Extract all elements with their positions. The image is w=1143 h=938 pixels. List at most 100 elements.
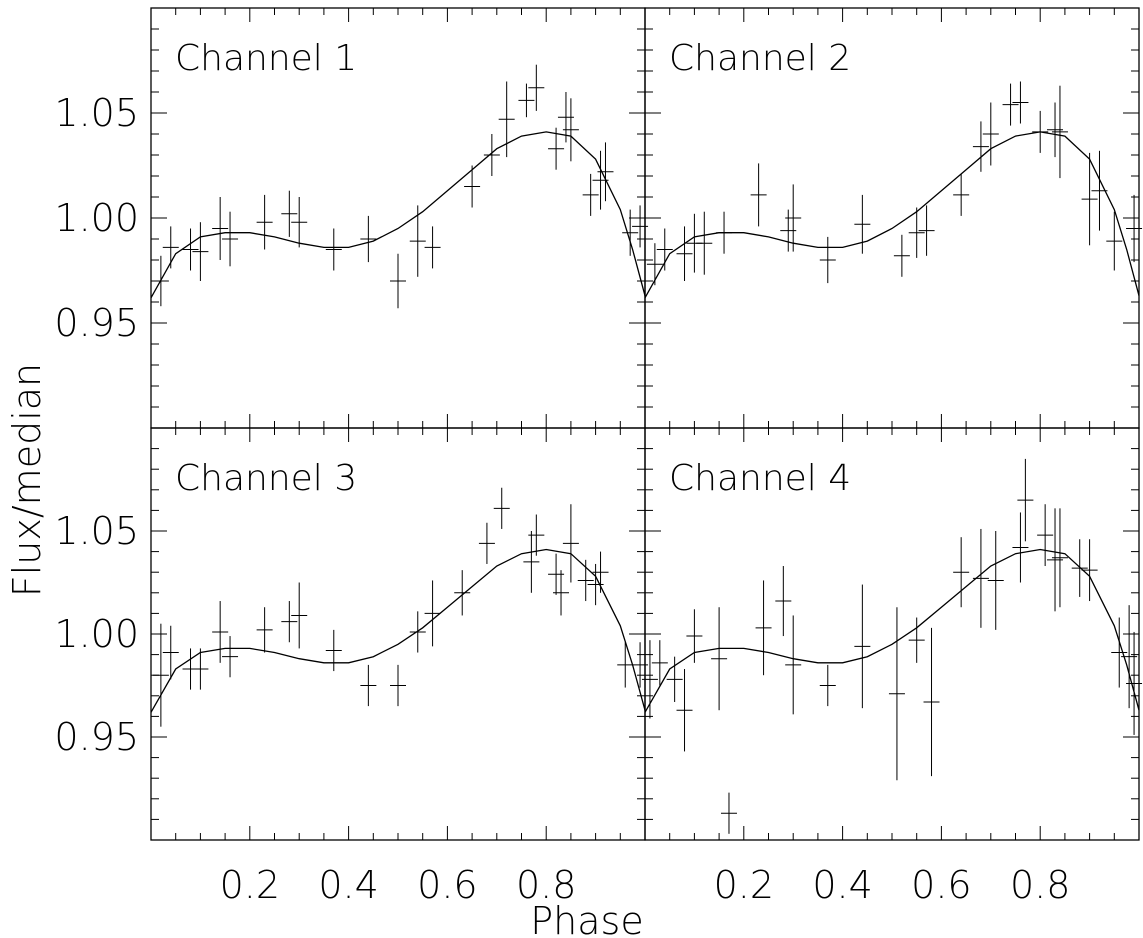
data-point <box>785 184 802 252</box>
data-point <box>409 205 426 277</box>
data-point <box>646 243 663 286</box>
data-point <box>162 625 179 680</box>
y-tick-label: 1.05 <box>54 91 139 135</box>
data-point <box>518 83 535 118</box>
data-point <box>528 514 545 556</box>
data-point <box>1047 102 1064 158</box>
data-point <box>325 228 342 271</box>
data-point <box>582 173 599 216</box>
data-point <box>424 580 441 647</box>
data-point <box>152 255 169 307</box>
data-point <box>888 607 905 781</box>
data-point <box>222 636 239 678</box>
data-point <box>256 194 273 250</box>
data-point <box>1126 631 1143 735</box>
data-point <box>651 640 668 686</box>
data-point <box>281 190 298 237</box>
data-point <box>1126 194 1143 263</box>
data-points <box>152 64 1143 834</box>
data-point <box>192 648 209 690</box>
data-point <box>632 642 649 688</box>
data-point <box>641 640 658 719</box>
x-axis-label: Phase <box>530 899 643 938</box>
data-point <box>819 664 836 707</box>
data-point <box>1037 504 1054 567</box>
data-point <box>686 609 703 663</box>
x-tick-label: 0.8 <box>1010 863 1070 907</box>
y-tick-label: 1.00 <box>54 612 139 656</box>
data-point <box>553 570 570 616</box>
x-tick-label: 0.2 <box>714 863 774 907</box>
panel-title: Channel 1 <box>175 38 357 79</box>
data-point <box>483 134 500 176</box>
data-point <box>819 236 836 284</box>
data-point <box>222 211 239 267</box>
y-tick-label: 1.05 <box>54 509 139 553</box>
data-point <box>982 102 999 166</box>
panel-title: Channel 2 <box>669 38 851 79</box>
data-point <box>1017 458 1034 542</box>
data-point <box>548 127 565 170</box>
y-tick-label: 0.95 <box>54 301 139 345</box>
data-point <box>750 163 767 227</box>
data-point <box>1012 81 1029 124</box>
data-point <box>696 211 713 275</box>
data-point <box>923 627 940 777</box>
data-point <box>1051 508 1068 608</box>
data-point <box>162 226 179 269</box>
y-tick-label: 0.95 <box>54 715 139 759</box>
data-point <box>1106 211 1123 271</box>
panel-title: Channel 3 <box>175 458 357 499</box>
data-point <box>325 629 342 672</box>
x-tick-label: 0.2 <box>220 863 280 907</box>
data-point <box>291 197 308 248</box>
data-point <box>390 664 406 707</box>
data-point <box>617 642 634 688</box>
data-point <box>592 150 609 210</box>
data-point <box>1081 152 1098 246</box>
x-tick-label: 0.8 <box>516 863 576 907</box>
data-point <box>409 611 426 653</box>
data-point <box>666 656 683 702</box>
data-point <box>478 522 495 564</box>
data-point <box>854 584 871 709</box>
data-point <box>1091 150 1108 231</box>
data-point <box>291 582 308 649</box>
model-curve <box>150 131 646 299</box>
data-point <box>597 142 614 202</box>
data-point <box>562 98 579 162</box>
x-tick-label: 0.4 <box>318 863 378 907</box>
data-point <box>1032 110 1049 153</box>
data-point <box>390 253 406 309</box>
data-point <box>577 559 594 602</box>
data-point <box>1012 512 1029 583</box>
data-point <box>953 537 970 608</box>
x-tick-label: 0.6 <box>417 863 477 907</box>
data-point <box>360 215 377 263</box>
data-point <box>548 553 565 595</box>
text-labels: Channel 1 0.95 1.00 1.05 Channel 2 Channel 3 0… <box>5 38 1070 938</box>
data-point <box>972 121 989 172</box>
data-point <box>498 81 515 158</box>
data-point <box>755 580 772 676</box>
data-point <box>152 623 169 727</box>
data-point <box>587 563 604 606</box>
data-point <box>676 226 693 281</box>
model-curve <box>150 548 646 713</box>
data-point <box>775 566 792 637</box>
data-point <box>720 792 737 834</box>
x-tick-label: 0.4 <box>812 863 872 907</box>
data-point <box>454 570 471 616</box>
y-tick-label: 1.00 <box>54 196 139 240</box>
data-point <box>256 607 273 653</box>
data-point <box>562 504 579 583</box>
data-point <box>908 617 925 663</box>
data-point <box>918 205 935 256</box>
data-point <box>780 209 797 252</box>
data-point <box>908 207 925 258</box>
data-point <box>1081 539 1098 602</box>
data-point <box>281 601 298 643</box>
data-point <box>711 607 728 711</box>
panel-title: Channel 4 <box>669 458 851 499</box>
